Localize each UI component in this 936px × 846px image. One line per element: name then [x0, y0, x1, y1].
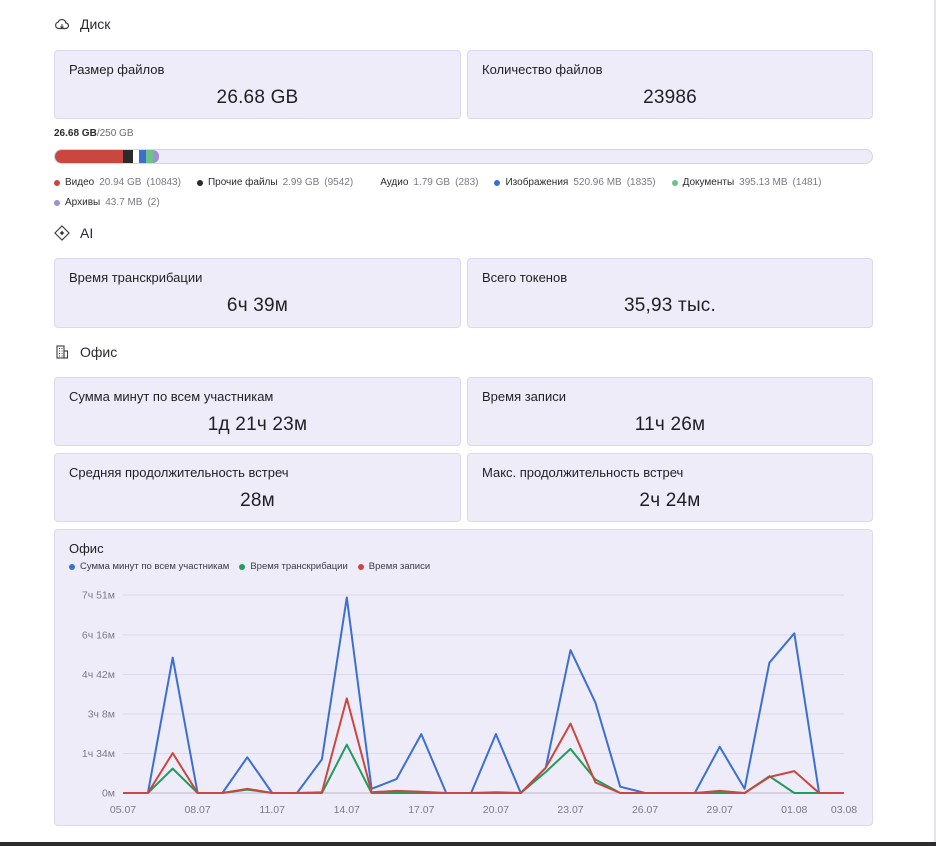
max-duration-title: Макс. продолжительность встреч [482, 465, 684, 480]
chart-legend-dot [69, 563, 75, 570]
legend-dot [494, 179, 501, 186]
total-minutes-card: Сумма минут по всем участникам 1д 21ч 23… [54, 377, 461, 446]
window-edge [934, 0, 936, 846]
chart-legend-item[interactable]: Сумма минут по всем участникам [69, 561, 229, 572]
ai-sparkle-icon [54, 225, 70, 241]
window-bottom-border [0, 842, 936, 846]
record-time-title: Время записи [482, 389, 566, 404]
storage-segment-4 [146, 150, 153, 163]
legend-dot [671, 179, 678, 186]
total-minutes-value: 1д 21ч 23м [207, 414, 308, 435]
chart-series-line-2 [123, 697, 844, 794]
x-tick-label: 14.07 [334, 804, 360, 816]
legend-images: Изображения 520.96 MB (1835) [494, 177, 656, 188]
transcription-time-title: Время транскрибации [69, 270, 203, 285]
total-tokens-value: 35,93 тыс. [624, 295, 716, 316]
record-time-card: Время записи 11ч 26м [467, 377, 873, 446]
storage-segment-5 [153, 150, 159, 163]
file-count-card: Количество файлов 23986 [467, 50, 873, 119]
office-line-chart: 0м 1ч 34м 3ч 8м 4ч 42м 6ч 16м 7ч 51м 05.07 08.0… [82, 590, 857, 817]
office-chart-card: Офис Сумма минут по всем участникам Время… [54, 529, 873, 826]
legend-audio: Аудио 1.79 GB (283) [369, 177, 478, 188]
chart-legend: Сумма минут по всем участникам Время тран… [69, 561, 430, 572]
total-minutes-title: Сумма минут по всем участникам [69, 389, 274, 404]
chart-legend-label: Время транскрибации [250, 561, 348, 572]
x-tick-label: 17.07 [408, 804, 434, 816]
total-tokens-title: Всего токенов [482, 270, 568, 285]
chart-legend-label: Сумма минут по всем участникам [80, 561, 230, 572]
avg-duration-title: Средняя продолжительность встреч [69, 465, 289, 480]
y-tick-label: 4ч 42м [82, 669, 115, 681]
legend-documents: Документы 395.13 MB (1481) [671, 177, 821, 188]
storage-segment-3 [139, 150, 146, 163]
storage-segment-2 [133, 150, 139, 163]
file-size-value: 26.68 GB [216, 87, 299, 108]
storage-usage-bar [54, 149, 873, 164]
chart-legend-label: Время записи [368, 561, 431, 572]
legend-dot [54, 199, 60, 206]
x-tick-label: 03.08 [831, 804, 857, 816]
chart-legend-item[interactable]: Время записи [357, 561, 431, 572]
ai-section-header: AI [54, 225, 93, 241]
x-tick-label: 26.07 [632, 804, 658, 816]
x-tick-label: 20.07 [483, 804, 509, 816]
x-tick-label: 11.07 [259, 804, 285, 816]
y-tick-label: 6ч 16м [82, 629, 115, 641]
storage-legend-row-1: Видео 20.94 GB (10843) Прочие файлы 2.99 GB… [54, 177, 821, 188]
y-tick-label: 0м [102, 788, 115, 800]
x-tick-label: 01.08 [781, 804, 807, 816]
file-count-value: 23986 [643, 87, 697, 108]
y-tick-label: 7ч 51м [82, 590, 115, 602]
legend-dot [369, 179, 376, 186]
chart-legend-dot [239, 563, 246, 570]
legend-dot [54, 179, 60, 186]
chart-legend-item[interactable]: Время транскрибации [239, 561, 348, 572]
office-section-header: Офис [54, 344, 117, 360]
max-duration-value: 2ч 24м [639, 490, 701, 511]
file-size-card: Размер файлов 26.68 GB [54, 50, 461, 119]
avg-duration-card: Средняя продолжительность встреч 28м [54, 453, 461, 522]
record-time-value: 11ч 26м [634, 414, 706, 435]
y-tick-label: 1ч 34м [82, 748, 115, 760]
storage-total: /250 GB [96, 128, 134, 139]
legend-video: Видео 20.94 GB (10843) [54, 177, 181, 188]
storage-usage-label: 26.68 GB/250 GB [54, 128, 134, 139]
chart-series-line-1 [123, 743, 844, 794]
storage-segment-1 [123, 150, 133, 163]
ai-section-title: AI [80, 225, 94, 241]
max-duration-card: Макс. продолжительность встреч 2ч 24м [467, 453, 873, 522]
legend-other-files: Прочие файлы 2.99 GB (9542) [196, 177, 353, 188]
chart-title: Офис [69, 541, 104, 556]
cloud-icon [55, 18, 70, 30]
storage-segment-0 [55, 150, 123, 163]
transcription-time-value: 6ч 39м [226, 295, 289, 316]
x-tick-label: 29.07 [707, 804, 733, 816]
building-icon [56, 345, 69, 359]
office-section-title: Офис [80, 344, 118, 360]
y-tick-label: 3ч 8м [88, 708, 115, 720]
legend-dot [196, 179, 203, 186]
file-size-title: Размер файлов [69, 62, 165, 77]
x-tick-label: 23.07 [557, 804, 583, 816]
disk-section-title: Диск [80, 16, 111, 32]
x-tick-label: 05.07 [110, 804, 136, 816]
storage-legend-row-2: Архивы 43.7 MB (2) [54, 197, 160, 208]
chart-legend-dot [357, 563, 364, 570]
x-tick-label: 08.07 [184, 804, 210, 816]
chart-series-line-0 [123, 596, 844, 794]
legend-archives: Архивы 43.7 MB (2) [54, 197, 160, 208]
transcription-time-card: Время транскрибации 6ч 39м [54, 258, 461, 328]
file-count-title: Количество файлов [482, 62, 603, 77]
storage-used: 26.68 GB [54, 128, 97, 139]
avg-duration-value: 28м [240, 490, 275, 511]
total-tokens-card: Всего токенов 35,93 тыс. [467, 258, 873, 328]
disk-section-header: Диск [54, 16, 110, 32]
